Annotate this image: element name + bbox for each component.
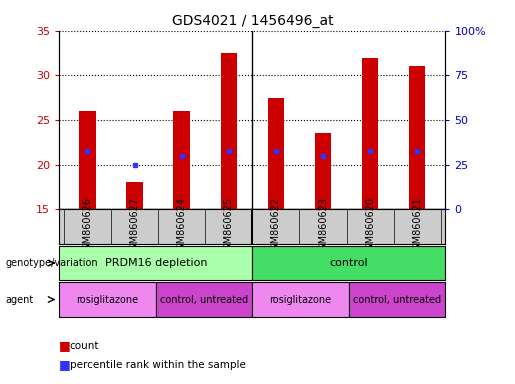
- Text: GSM860626: GSM860626: [82, 197, 93, 256]
- Text: rosiglitazone: rosiglitazone: [269, 295, 332, 305]
- Bar: [315, 133, 331, 209]
- Text: count: count: [70, 341, 99, 351]
- Text: agent: agent: [5, 295, 33, 305]
- Text: ■: ■: [59, 339, 71, 352]
- Text: ■: ■: [59, 358, 71, 371]
- Bar: [268, 98, 284, 209]
- Text: GSM860623: GSM860623: [318, 197, 328, 256]
- Text: percentile rank within the sample: percentile rank within the sample: [70, 360, 246, 370]
- Text: control, untreated: control, untreated: [353, 295, 441, 305]
- Text: PRDM16 depletion: PRDM16 depletion: [105, 258, 207, 268]
- Bar: [349, 282, 445, 317]
- Text: genotype/variation: genotype/variation: [5, 258, 98, 268]
- Bar: [156, 282, 252, 317]
- Bar: [220, 53, 237, 209]
- Text: control, untreated: control, untreated: [160, 295, 248, 305]
- Bar: [409, 66, 425, 209]
- Bar: [79, 111, 96, 209]
- Text: GSM860620: GSM860620: [365, 197, 375, 256]
- Bar: [174, 111, 190, 209]
- Title: GDS4021 / 1456496_at: GDS4021 / 1456496_at: [171, 14, 333, 28]
- Bar: [252, 246, 445, 280]
- Text: GSM860624: GSM860624: [177, 197, 187, 256]
- Bar: [252, 282, 349, 317]
- Bar: [59, 282, 156, 317]
- Bar: [362, 58, 379, 209]
- Text: control: control: [330, 258, 368, 268]
- Bar: [126, 182, 143, 209]
- Bar: [59, 246, 252, 280]
- Text: GSM860627: GSM860627: [130, 197, 140, 256]
- Text: GSM860621: GSM860621: [412, 197, 422, 256]
- Text: GSM860622: GSM860622: [271, 197, 281, 256]
- Text: rosiglitazone: rosiglitazone: [76, 295, 139, 305]
- Text: GSM860625: GSM860625: [224, 197, 234, 256]
